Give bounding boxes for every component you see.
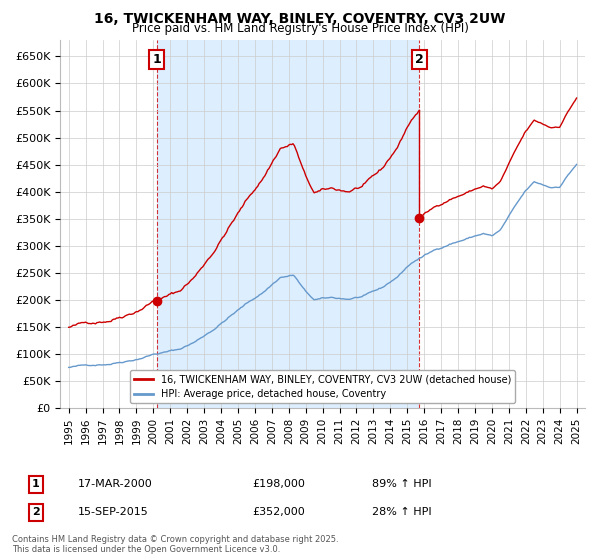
Text: Price paid vs. HM Land Registry's House Price Index (HPI): Price paid vs. HM Land Registry's House … [131, 22, 469, 35]
Text: 1: 1 [152, 53, 161, 66]
Legend: 16, TWICKENHAM WAY, BINLEY, COVENTRY, CV3 2UW (detached house), HPI: Average pri: 16, TWICKENHAM WAY, BINLEY, COVENTRY, CV… [130, 371, 515, 403]
Text: Contains HM Land Registry data © Crown copyright and database right 2025.
This d: Contains HM Land Registry data © Crown c… [12, 535, 338, 554]
Text: 2: 2 [415, 53, 424, 66]
Text: 17-MAR-2000: 17-MAR-2000 [78, 479, 153, 489]
Text: 2: 2 [32, 507, 40, 517]
Text: 16, TWICKENHAM WAY, BINLEY, COVENTRY, CV3 2UW: 16, TWICKENHAM WAY, BINLEY, COVENTRY, CV… [94, 12, 506, 26]
Text: 89% ↑ HPI: 89% ↑ HPI [372, 479, 431, 489]
Bar [157, 40, 419, 408]
Text: 1: 1 [32, 479, 40, 489]
Text: £352,000: £352,000 [252, 507, 305, 517]
Text: 28% ↑ HPI: 28% ↑ HPI [372, 507, 431, 517]
Text: £198,000: £198,000 [252, 479, 305, 489]
Text: 15-SEP-2015: 15-SEP-2015 [78, 507, 149, 517]
